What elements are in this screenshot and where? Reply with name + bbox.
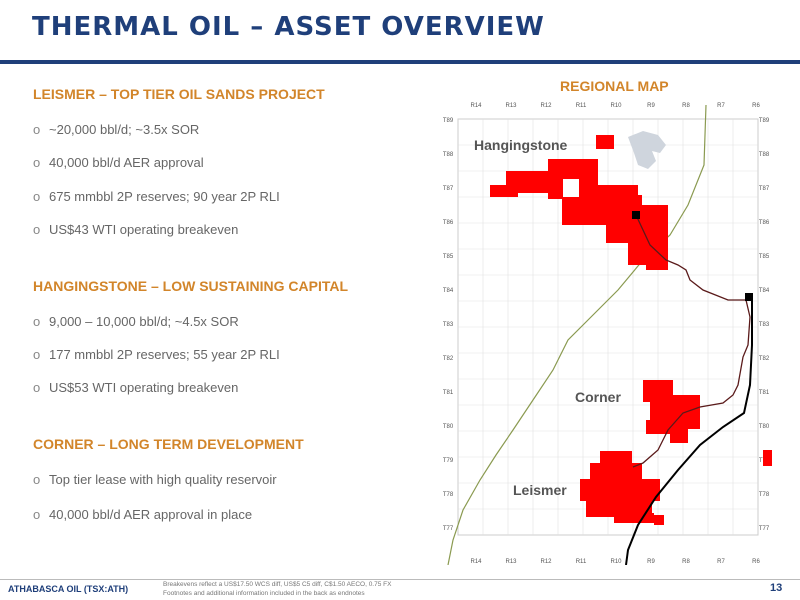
leismer-map-label: Leismer: [513, 482, 567, 498]
range-label: R10: [610, 103, 622, 109]
hangingstone-heading: HANGINGSTONE – LOW SUSTAINING CAPITAL: [33, 278, 349, 294]
township-label: T80: [443, 424, 454, 430]
footer-note: Breakevens reflect a US$17.50 WCS diff, …: [163, 580, 391, 598]
corner-heading: CORNER – LONG TERM DEVELOPMENT: [33, 436, 304, 452]
township-label: T78: [443, 492, 454, 498]
bullet-marker: o: [33, 189, 41, 204]
bullet-text: US$53 WTI operating breakeven: [49, 380, 239, 395]
township-label: T87: [443, 186, 454, 192]
leismer-lease: [580, 451, 664, 525]
township-label: T85: [443, 254, 454, 260]
bullet-text: ~20,000 bbl/d; ~3.5x SOR: [49, 122, 200, 137]
township-label: T83: [759, 322, 770, 328]
range-label: R6: [752, 103, 760, 109]
page-number: 13: [770, 582, 783, 594]
corner-map-label: Corner: [575, 389, 621, 405]
township-label: T89: [759, 118, 770, 124]
bullet-text: 40,000 bbl/d AER approval: [49, 155, 204, 170]
bullet-item: o ~20,000 bbl/d; ~3.5x SOR: [33, 122, 199, 137]
bullet-marker: o: [33, 122, 41, 137]
footer-note-line: Breakevens reflect a US$17.50 WCS diff, …: [163, 581, 392, 588]
range-label: R10: [610, 559, 622, 565]
range-label: R8: [682, 103, 690, 109]
footer-note-line: Footnotes and additional information inc…: [163, 590, 365, 597]
footer-brand: ATHABASCA OIL (TSX:ATH): [8, 584, 129, 594]
corner-lease: [643, 380, 772, 466]
township-label: T86: [759, 220, 770, 226]
hangingstone-map-label: Hangingstone: [474, 137, 568, 153]
township-label: T89: [443, 118, 454, 124]
bullet-item: o 40,000 bbl/d AER approval in place: [33, 507, 252, 522]
township-label: T88: [759, 152, 770, 158]
hangingstone-lease-hole: [563, 179, 579, 197]
bullet-marker: o: [33, 314, 41, 329]
township-label: T78: [759, 492, 770, 498]
township-label: T86: [443, 220, 454, 226]
bullet-item: o 177 mmbbl 2P reserves; 55 year 2P RLI: [33, 347, 280, 362]
township-label: T77: [443, 526, 454, 532]
title-rule: [0, 60, 800, 64]
range-label: R14: [470, 103, 482, 109]
bullet-item: o 40,000 bbl/d AER approval: [33, 155, 204, 170]
range-label: R9: [647, 103, 655, 109]
township-labels: T89 T89 T88 T88 T87 T87 T86 T86 T85 T85 T84 T84 T83 T…: [443, 118, 770, 532]
hangingstone-facility-icon: [632, 211, 640, 219]
leismer-facility-icon: [745, 293, 753, 301]
township-label: T79: [443, 458, 454, 464]
bullet-marker: o: [33, 155, 41, 170]
pipeline-route: [632, 214, 751, 468]
regional-map-title: REGIONAL MAP: [560, 78, 669, 94]
bullet-marker: o: [33, 507, 41, 522]
range-label: R13: [505, 559, 517, 565]
bullet-text: US$43 WTI operating breakeven: [49, 222, 239, 237]
bullet-text: 177 mmbbl 2P reserves; 55 year 2P RLI: [49, 347, 280, 362]
range-label: R11: [576, 103, 587, 109]
township-label: T82: [759, 356, 770, 362]
range-label: R12: [540, 103, 552, 109]
range-labels: R14 R14 R13 R13 R12 R12 R11 R11 R10 R10 R9 R9 R8 R8 R7…: [470, 103, 760, 565]
lake-shape: [628, 131, 666, 169]
township-label: T80: [759, 424, 770, 430]
range-label: R9: [647, 559, 655, 565]
bullet-marker: o: [33, 380, 41, 395]
footer-rule: [0, 579, 800, 580]
township-label: T87: [759, 186, 770, 192]
township-label: T81: [759, 390, 770, 396]
township-label: T85: [759, 254, 770, 260]
range-label: R6: [752, 559, 760, 565]
bullet-item: o Top tier lease with high quality reserv…: [33, 472, 277, 487]
boundary-line: [447, 104, 707, 565]
bullet-text: Top tier lease with high quality reservo…: [49, 472, 277, 487]
highway-line: [625, 300, 753, 565]
bullet-item: o 9,000 – 10,000 bbl/d; ~4.5x SOR: [33, 314, 239, 329]
bullet-marker: o: [33, 347, 41, 362]
bullet-marker: o: [33, 472, 41, 487]
range-label: R12: [540, 559, 552, 565]
township-label: T81: [443, 390, 454, 396]
regional-map: R14 R14 R13 R13 R12 R12 R11 R11 R10 R10 R9 R9 R8 R8 R7…: [438, 95, 772, 565]
bullet-item: o US$53 WTI operating breakeven: [33, 380, 238, 395]
bullet-text: 9,000 – 10,000 bbl/d; ~4.5x SOR: [49, 314, 239, 329]
bullet-marker: o: [33, 222, 41, 237]
township-label: T82: [443, 356, 454, 362]
range-label: R11: [576, 559, 587, 565]
page-title: THERMAL OIL – ASSET OVERVIEW: [32, 12, 545, 42]
range-label: R13: [505, 103, 517, 109]
township-label: T84: [759, 288, 770, 294]
leismer-heading: LEISMER – TOP TIER OIL SANDS PROJECT: [33, 86, 325, 102]
township-label: T88: [443, 152, 454, 158]
range-label: R7: [717, 559, 725, 565]
range-label: R8: [682, 559, 690, 565]
bullet-item: o US$43 WTI operating breakeven: [33, 222, 238, 237]
range-label: R7: [717, 103, 725, 109]
township-label: T83: [443, 322, 454, 328]
bullet-text: 675 mmbbl 2P reserves; 90 year 2P RLI: [49, 189, 280, 204]
township-label: T77: [759, 526, 770, 532]
bullet-item: o 675 mmbbl 2P reserves; 90 year 2P RLI: [33, 189, 280, 204]
township-label: T84: [443, 288, 454, 294]
bullet-text: 40,000 bbl/d AER approval in place: [49, 507, 253, 522]
range-label: R14: [470, 559, 482, 565]
